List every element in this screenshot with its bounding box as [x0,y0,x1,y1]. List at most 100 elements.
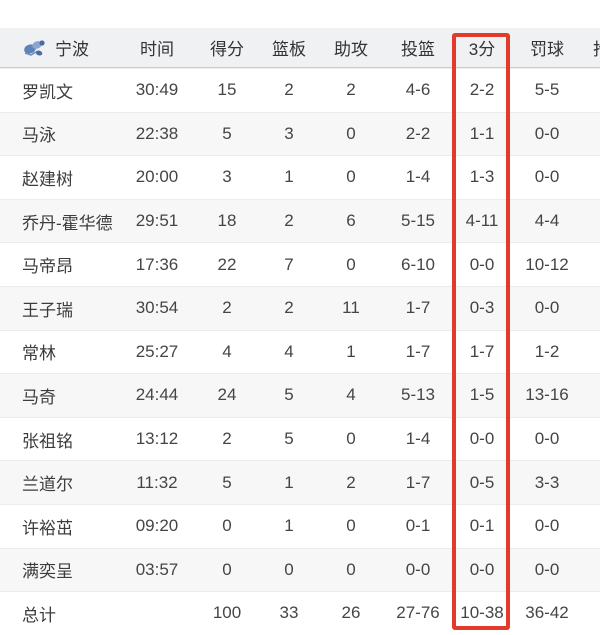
player-name: 乔丹-霍华德 [22,213,113,233]
cell-assists: 0 [346,516,356,536]
player-name: 兰道尔 [22,475,73,495]
player-name: 许裕茁 [22,518,73,538]
cell-assists: 1 [346,341,356,361]
player-name: 常林 [22,344,56,364]
cell-field-goals: 5-13 [400,385,436,405]
cell-free-throws: 13-16 [525,385,569,405]
cell-assists: 0 [346,429,356,449]
team-name: 宁波 [55,40,89,59]
cell-assists: 0 [346,167,356,187]
cell-three-points: 0-5 [469,472,495,492]
table-row[interactable]: 马奇 24:44 24 5 4 5-13 1-5 13-16 [0,373,600,417]
cell-rebounds: 2 [284,80,294,100]
cell-rebounds: 5 [284,385,294,405]
cell-rebounds: 4 [284,341,294,361]
cell-three-points: 4-11 [465,211,499,231]
stats-table: 宁波 时间 得分 篮板 助攻 投篮 3分 罚球 抢断 罗凯文 30:49 15 … [0,28,600,635]
table-row-totals[interactable]: 总计 100 33 26 27-76 10-38 36-42 [0,591,600,635]
cell-free-throws: 5-5 [534,80,560,100]
cell-free-throws: 36-42 [525,603,569,623]
player-name: 张祖铭 [22,431,73,451]
cell-points: 5 [222,472,232,492]
cell-free-throws: 0-0 [534,559,560,579]
cell-time: 22:38 [135,123,179,143]
cell-rebounds: 7 [284,254,294,274]
player-name: 马帝昂 [22,257,73,277]
team-logo-icon [24,39,45,56]
cell-assists: 0 [346,559,356,579]
cell-three-points: 0-0 [469,429,495,449]
cell-free-throws: 10-12 [525,254,569,274]
cell-points: 4 [222,341,232,361]
cell-time: 09:20 [135,516,179,536]
cell-three-points: 0-0 [469,559,495,579]
cell-assists: 0 [346,123,356,143]
cell-assists: 11 [342,298,360,318]
cell-time: 29:51 [135,211,179,231]
player-name: 马泳 [22,126,56,146]
cell-three-points: 0-1 [469,516,495,536]
cell-points: 0 [222,559,232,579]
cell-time: 13:12 [135,429,179,449]
cell-field-goals: 2-2 [405,123,431,143]
table-row[interactable]: 满奕呈 03:57 0 0 0 0-0 0-0 0-0 [0,547,600,592]
col-header-steals: 抢断 [580,35,600,60]
cell-field-goals: 1-7 [405,341,431,361]
team-header[interactable]: 宁波 [0,35,122,60]
cell-rebounds: 5 [284,429,294,449]
cell-free-throws: 0-0 [534,516,560,536]
cell-rebounds: 2 [284,211,294,231]
cell-field-goals: 4-6 [405,80,431,100]
cell-field-goals: 1-7 [405,472,431,492]
cell-three-points: 1-3 [469,167,495,187]
table-row[interactable]: 兰道尔 11:32 5 1 2 1-7 0-5 3-3 [0,460,600,504]
table-row[interactable]: 马帝昂 17:36 22 7 0 6-10 0-0 10-12 [0,242,600,286]
player-name: 满奕呈 [22,562,73,582]
cell-field-goals: 1-4 [405,167,431,187]
cell-time: 30:49 [135,80,179,100]
cell-free-throws: 0-0 [534,298,560,318]
cell-three-points: 10-38 [460,603,504,623]
cell-free-throws: 0-0 [534,167,560,187]
cell-field-goals: 1-4 [405,429,431,449]
cell-assists: 2 [346,472,356,492]
table-row[interactable]: 马泳 22:38 5 3 0 2-2 1-1 0-0 [0,111,600,156]
cell-rebounds: 1 [284,167,294,187]
table-row[interactable]: 张祖铭 13:12 2 5 0 1-4 0-0 0-0 [0,416,600,461]
cell-field-goals: 1-7 [405,298,431,318]
cell-rebounds: 1 [284,516,294,536]
cell-time: 03:57 [135,559,179,579]
col-header-rebounds: 篮板 [272,40,306,59]
cell-field-goals: 27-76 [396,603,440,623]
table-row[interactable]: 常林 25:27 4 4 1 1-7 1-7 1-2 [0,329,600,374]
cell-points: 0 [222,516,232,536]
table-row[interactable]: 乔丹-霍华德 29:51 18 2 6 5-15 4-11 4-4 [0,198,600,243]
cell-points: 18 [217,211,237,231]
table-row[interactable]: 赵建树 20:00 3 1 0 1-4 1-3 0-0 [0,155,600,199]
col-header-free-throws: 罚球 [530,40,564,59]
cell-points: 3 [222,167,232,187]
cell-field-goals: 5-15 [400,211,436,231]
cell-points: 2 [222,429,232,449]
cell-rebounds: 3 [284,123,294,143]
cell-three-points: 1-1 [469,123,495,143]
table-row[interactable]: 罗凯文 30:49 15 2 2 4-6 2-2 5-5 [0,68,600,112]
table-row[interactable]: 许裕茁 09:20 0 1 0 0-1 0-1 0-0 [0,503,600,548]
cell-rebounds: 0 [284,559,294,579]
player-name: 王子瑞 [22,300,73,320]
cell-rebounds: 33 [279,603,299,623]
col-header-three-points: 3分 [468,40,496,59]
cell-field-goals: 0-1 [405,516,431,536]
cell-assists: 26 [341,603,361,623]
cell-free-throws: 4-4 [534,211,560,231]
table-header-row: 宁波 时间 得分 篮板 助攻 投篮 3分 罚球 抢断 [0,28,600,68]
cell-three-points: 0-0 [469,254,495,274]
player-name: 马奇 [22,387,56,407]
cell-rebounds: 2 [284,298,294,318]
player-name: 罗凯文 [22,82,73,102]
cell-assists: 2 [346,80,356,100]
cell-time: 11:32 [136,472,178,492]
table-row[interactable]: 王子瑞 30:54 2 2 11 1-7 0-3 0-0 [0,285,600,330]
cell-free-throws: 0-0 [534,429,560,449]
